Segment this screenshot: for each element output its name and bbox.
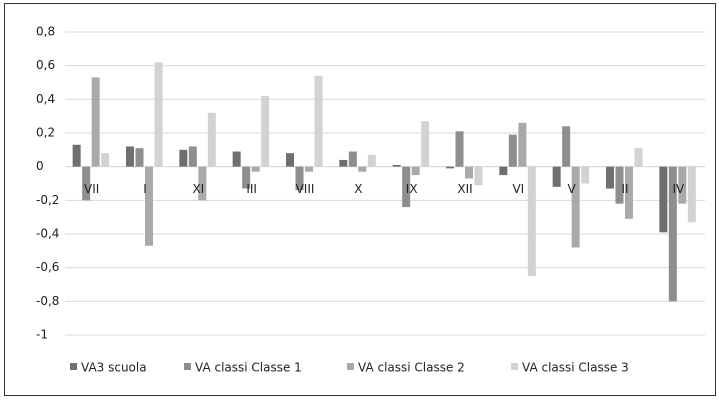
y-tick-label: 0,2	[36, 126, 55, 140]
bar	[634, 148, 643, 167]
bar	[687, 166, 696, 223]
bar	[295, 166, 304, 191]
bar	[242, 166, 251, 189]
bar	[571, 166, 580, 248]
bar	[421, 121, 430, 167]
legend-label: VA classi Classe 2	[358, 361, 465, 375]
bar	[465, 166, 473, 179]
bar	[358, 166, 367, 172]
legend-label: VA classi Classe 1	[195, 361, 302, 375]
y-tick-label: -0,6	[36, 260, 59, 274]
x-tick-label: V	[568, 182, 577, 196]
bar	[446, 166, 454, 169]
y-tick-label: -0,2	[36, 193, 59, 207]
bar	[499, 166, 508, 176]
y-tick-label: -0,4	[36, 227, 59, 241]
bar	[305, 166, 313, 172]
bar	[402, 166, 411, 208]
bar	[348, 151, 357, 167]
bar	[154, 62, 163, 167]
x-tick-label: VI	[512, 182, 524, 196]
y-tick-label: 0,8	[36, 25, 55, 39]
bar	[126, 146, 134, 167]
bar	[606, 166, 614, 189]
bar	[552, 166, 561, 187]
bar	[232, 151, 241, 167]
bar	[135, 148, 144, 167]
x-tick-label: VIII	[296, 182, 315, 196]
bar	[527, 166, 536, 277]
y-tick-label: 0,6	[36, 58, 55, 72]
legend-label: VA classi Classe 3	[522, 361, 629, 375]
bar	[145, 166, 153, 246]
bar	[314, 75, 323, 167]
bar	[286, 153, 294, 167]
y-tick-label: 0	[36, 159, 44, 173]
bar	[82, 166, 91, 201]
x-tick-label: IV	[672, 182, 685, 196]
bar	[668, 166, 677, 302]
bar	[678, 166, 687, 204]
bar	[518, 122, 527, 167]
legend-swatch	[184, 363, 191, 370]
legend-swatch	[511, 363, 518, 370]
x-tick-label: XII	[457, 182, 472, 196]
y-tick-label: 0,4	[36, 92, 55, 106]
bar	[179, 149, 188, 167]
chart-frame	[4, 3, 716, 396]
bar	[392, 164, 401, 167]
bar	[659, 166, 668, 233]
bar	[581, 166, 590, 184]
bar	[72, 144, 81, 167]
bar	[188, 146, 197, 167]
x-tick-label: XI	[192, 182, 204, 196]
bar	[367, 154, 376, 167]
bar	[455, 131, 464, 167]
bar	[101, 153, 110, 167]
bar	[411, 166, 420, 176]
bar	[474, 166, 483, 186]
bar	[625, 166, 633, 219]
legend-swatch	[70, 363, 77, 370]
bar	[251, 166, 260, 172]
bar	[261, 95, 270, 167]
bar	[508, 134, 517, 167]
bar	[339, 159, 348, 167]
x-tick-label: VII	[84, 182, 99, 196]
x-tick-label: III	[246, 182, 257, 196]
y-tick-label: -1	[36, 328, 48, 342]
bar	[207, 112, 216, 167]
x-tick-label: IX	[406, 182, 418, 196]
y-tick-label: -0,8	[36, 294, 59, 308]
bar	[91, 77, 100, 167]
legend-label: VA3 scuola	[81, 361, 147, 375]
bar	[615, 166, 624, 204]
bar	[562, 126, 571, 167]
legend-swatch	[347, 363, 354, 370]
x-tick-label: II	[621, 182, 628, 196]
bar	[198, 166, 207, 201]
x-tick-label: X	[354, 182, 362, 196]
x-tick-label: I	[143, 182, 147, 196]
